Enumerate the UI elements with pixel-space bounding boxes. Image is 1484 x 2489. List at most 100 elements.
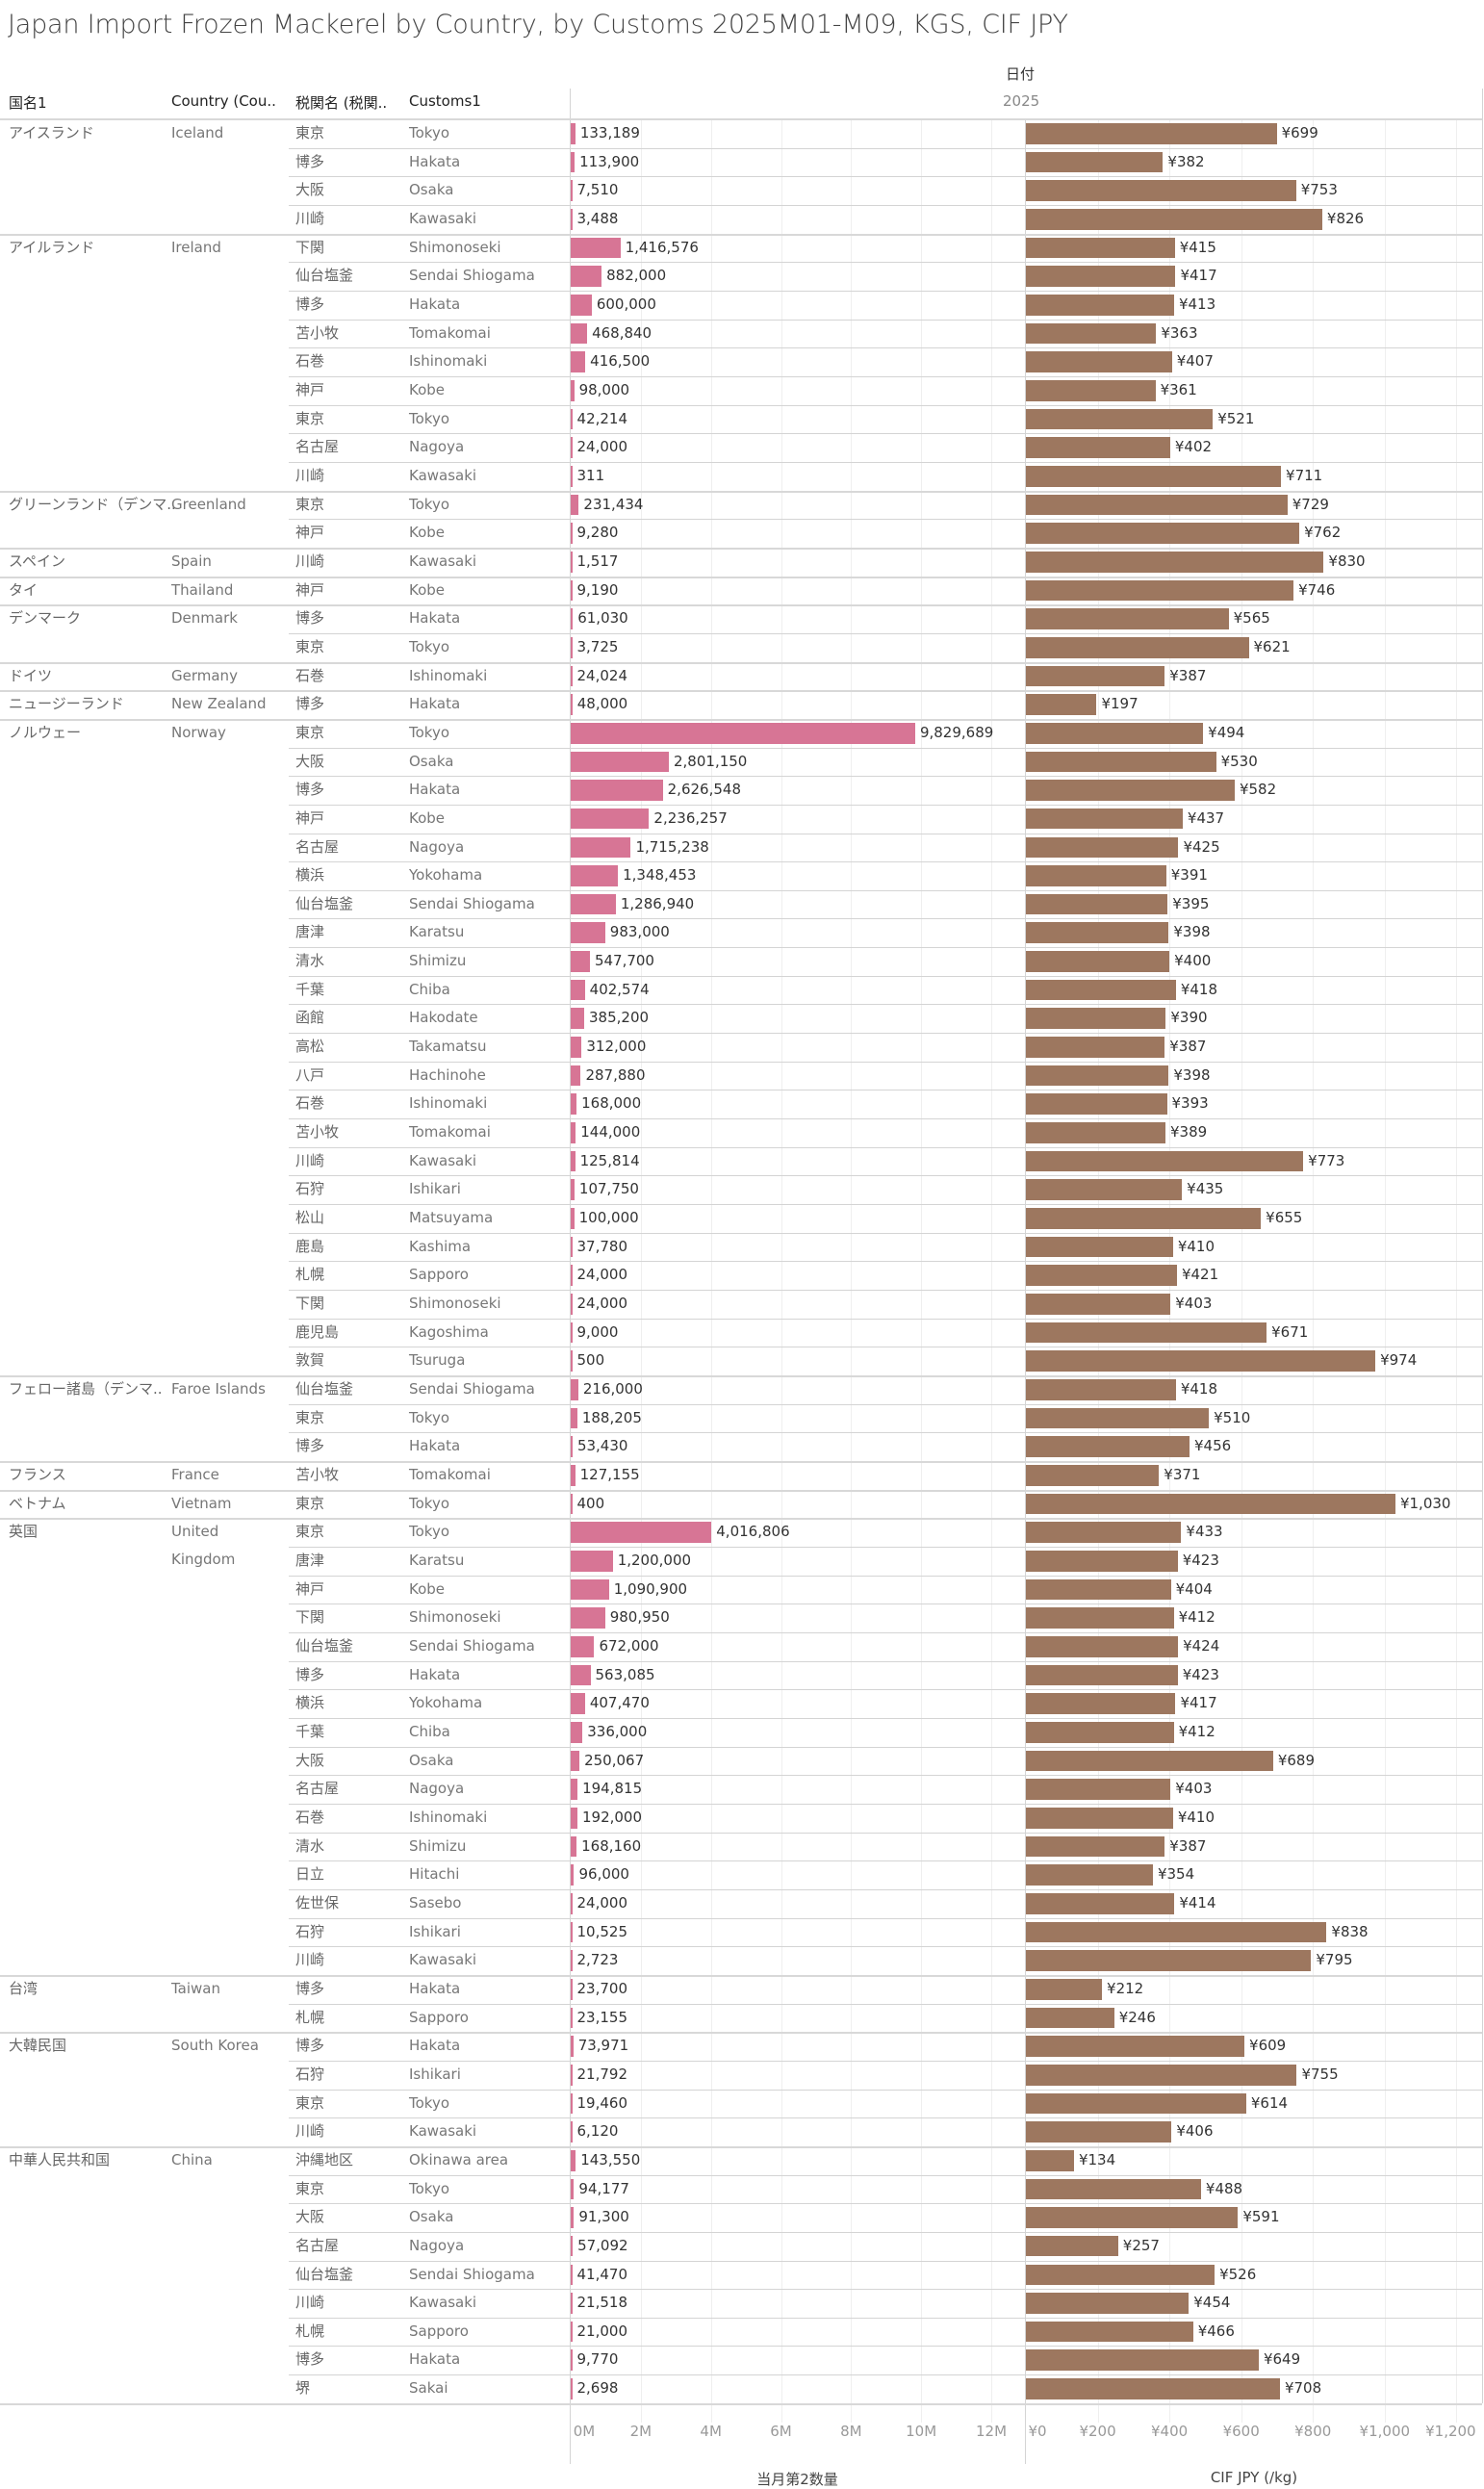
price-bar[interactable] (1026, 408, 1214, 430)
quantity-bar[interactable] (571, 2264, 573, 2286)
quantity-bar[interactable] (571, 1635, 595, 1657)
quantity-bar[interactable] (571, 2321, 573, 2343)
quantity-bar[interactable] (571, 1892, 573, 1914)
price-bar[interactable] (1026, 2064, 1297, 2086)
price-bar[interactable] (1026, 893, 1168, 915)
quantity-bar[interactable] (571, 1721, 583, 1743)
price-bar[interactable] (1026, 2235, 1118, 2257)
price-bar[interactable] (1026, 808, 1183, 830)
price-bar[interactable] (1026, 294, 1174, 316)
quantity-bar[interactable] (571, 2149, 576, 2171)
quantity-bar[interactable] (571, 379, 575, 401)
price-bar[interactable] (1026, 1864, 1153, 1886)
quantity-bar[interactable] (571, 1578, 609, 1601)
price-bar[interactable] (1026, 2349, 1259, 2372)
price-bar[interactable] (1026, 494, 1288, 516)
price-bar[interactable] (1026, 1208, 1262, 1229)
quantity-bar[interactable] (571, 1835, 577, 1858)
price-bar[interactable] (1026, 322, 1157, 345)
price-bar[interactable] (1026, 922, 1169, 944)
price-bar[interactable] (1026, 1635, 1179, 1657)
price-bar[interactable] (1026, 1978, 1103, 2000)
price-bar[interactable] (1026, 1721, 1174, 1743)
price-bar[interactable] (1026, 951, 1170, 972)
quantity-bar[interactable] (571, 322, 588, 345)
quantity-bar[interactable] (571, 1379, 578, 1400)
quantity-bar[interactable] (571, 208, 573, 230)
quantity-bar[interactable] (571, 1807, 577, 1829)
header-customs-ja[interactable]: 税関名 (税関.. (295, 94, 388, 112)
quantity-bar[interactable] (571, 1921, 573, 1943)
quantity-bar[interactable] (571, 1864, 575, 1886)
quantity-bar[interactable] (571, 979, 585, 1001)
price-bar[interactable] (1026, 208, 1322, 230)
quantity-bar[interactable] (571, 2378, 573, 2399)
price-bar[interactable] (1026, 2036, 1245, 2057)
price-bar[interactable] (1026, 1294, 1171, 1315)
price-bar[interactable] (1026, 379, 1156, 401)
price-bar[interactable] (1026, 836, 1179, 859)
header-country-ja[interactable]: 国名1 (9, 94, 47, 112)
price-bar[interactable] (1026, 2321, 1193, 2343)
price-bar[interactable] (1026, 751, 1216, 773)
quantity-bar[interactable] (571, 1236, 573, 1258)
price-bar[interactable] (1026, 237, 1175, 259)
price-bar[interactable] (1026, 579, 1294, 602)
price-bar[interactable] (1026, 523, 1300, 544)
quantity-bar[interactable] (571, 751, 669, 773)
quantity-bar[interactable] (571, 893, 616, 915)
price-bar[interactable] (1026, 1065, 1169, 1087)
price-bar[interactable] (1026, 2207, 1239, 2228)
price-bar[interactable] (1026, 1578, 1171, 1601)
price-bar[interactable] (1026, 1350, 1376, 1373)
quantity-bar[interactable] (571, 665, 573, 687)
quantity-bar[interactable] (571, 1522, 712, 1543)
price-bar[interactable] (1026, 1921, 1327, 1943)
quantity-bar[interactable] (571, 523, 573, 544)
price-bar[interactable] (1026, 465, 1282, 487)
price-bar[interactable] (1026, 608, 1229, 629)
quantity-bar[interactable] (571, 865, 619, 886)
quantity-bar[interactable] (571, 351, 586, 372)
quantity-bar[interactable] (571, 551, 573, 573)
quantity-bar[interactable] (571, 951, 590, 972)
quantity-bar[interactable] (571, 636, 573, 658)
quantity-bar[interactable] (571, 437, 573, 458)
price-bar[interactable] (1026, 2007, 1114, 2029)
quantity-bar[interactable] (571, 1093, 577, 1116)
price-bar[interactable] (1026, 1037, 1165, 1058)
quantity-bar[interactable] (571, 1150, 576, 1172)
price-bar[interactable] (1026, 1465, 1160, 1486)
price-bar[interactable] (1026, 1008, 1166, 1030)
quantity-bar[interactable] (571, 1037, 582, 1058)
quantity-bar[interactable] (571, 408, 573, 430)
price-bar[interactable] (1026, 1779, 1171, 1800)
price-bar[interactable] (1026, 1807, 1173, 1829)
price-bar[interactable] (1026, 351, 1172, 372)
quantity-bar[interactable] (571, 237, 621, 259)
price-bar[interactable] (1026, 1693, 1176, 1714)
quantity-bar[interactable] (571, 1551, 613, 1572)
quantity-bar[interactable] (571, 579, 573, 602)
quantity-bar[interactable] (571, 2349, 573, 2372)
price-bar[interactable] (1026, 1122, 1166, 1143)
quantity-bar[interactable] (571, 465, 573, 487)
quantity-bar[interactable] (571, 1065, 581, 1087)
price-bar[interactable] (1026, 123, 1277, 144)
price-bar[interactable] (1026, 1436, 1190, 1458)
price-bar[interactable] (1026, 2293, 1190, 2314)
price-bar[interactable] (1026, 151, 1164, 173)
header-customs-en[interactable]: Customs1 (409, 92, 481, 110)
quantity-bar[interactable] (571, 1436, 573, 1458)
quantity-bar[interactable] (571, 180, 573, 201)
quantity-bar[interactable] (571, 780, 663, 801)
price-bar[interactable] (1026, 2149, 1074, 2171)
quantity-bar[interactable] (571, 1008, 585, 1030)
price-bar[interactable] (1026, 979, 1176, 1001)
price-bar[interactable] (1026, 636, 1249, 658)
price-bar[interactable] (1026, 1950, 1312, 1971)
quantity-bar[interactable] (571, 294, 592, 316)
price-bar[interactable] (1026, 180, 1296, 201)
price-bar[interactable] (1026, 437, 1170, 458)
price-bar[interactable] (1026, 1150, 1304, 1172)
